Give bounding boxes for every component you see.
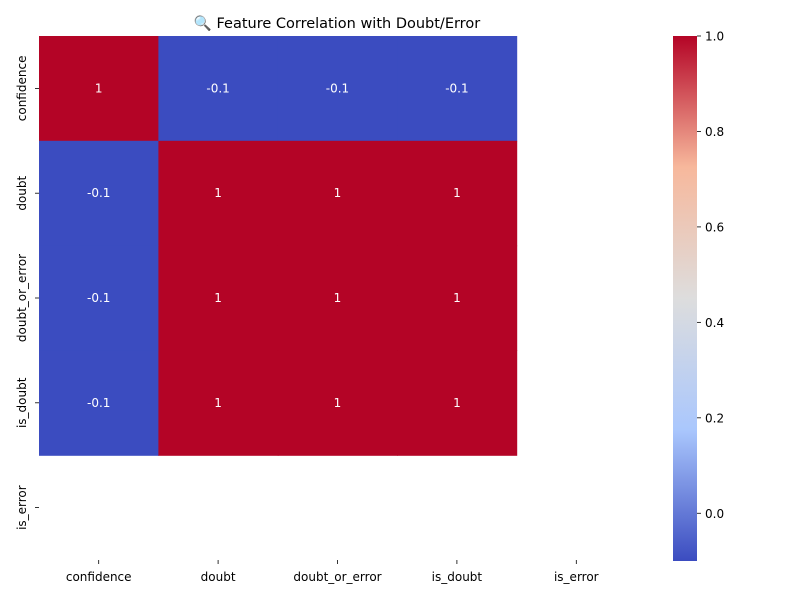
y-axis: confidence doubt doubt_or_error is_doubt is_… bbox=[15, 56, 39, 530]
y-tick-label-is_doubt: is_doubt bbox=[15, 377, 29, 428]
heatmap-cell-is_doubt-doubt_or_error bbox=[277, 350, 398, 456]
colorbar-tick-label: 0.2 bbox=[705, 411, 724, 425]
y-tick-label-doubt_or_error: doubt_or_error bbox=[15, 254, 29, 342]
heatmap-annotation-doubt-doubt: 1 bbox=[214, 186, 222, 200]
x-tick-label-confidence: confidence bbox=[66, 570, 132, 584]
heatmap-cell-doubt_or_error-is_doubt bbox=[397, 245, 518, 351]
heatmap-annotation-is_doubt-doubt_or_error: 1 bbox=[334, 396, 342, 410]
colorbar: 0.0 0.2 0.4 0.6 0.8 1.0 bbox=[673, 30, 724, 561]
colorbar-tick-label: 1.0 bbox=[705, 30, 724, 44]
heatmap-annotation-confidence-doubt: -0.1 bbox=[206, 81, 229, 95]
heatmap-cell-doubt_or_error-doubt_or_error bbox=[277, 245, 398, 351]
colorbar-tick-label: 0.6 bbox=[705, 220, 724, 234]
heatmap-cells bbox=[39, 36, 518, 456]
heatmap-annotations: 1 -0.1 -0.1 -0.1 -0.1 1 1 1 -0.1 1 1 1 -0.1 1 1 1 bbox=[87, 81, 469, 409]
heatmap-annotation-doubt-is_doubt: 1 bbox=[453, 186, 461, 200]
heatmap-annotation-is_doubt-is_doubt: 1 bbox=[453, 396, 461, 410]
colorbar-ticks: 0.0 0.2 0.4 0.6 0.8 1.0 bbox=[697, 30, 724, 521]
heatmap-annotation-is_doubt-confidence: -0.1 bbox=[87, 396, 110, 410]
heatmap-cell-confidence-is_doubt bbox=[397, 36, 518, 142]
heatmap-annotation-is_doubt-doubt: 1 bbox=[214, 396, 222, 410]
heatmap-cell-confidence-doubt_or_error bbox=[277, 36, 398, 142]
heatmap-cell-doubt_or_error-doubt bbox=[158, 245, 279, 351]
heatmap-annotation-doubt-confidence: -0.1 bbox=[87, 186, 110, 200]
y-tick-label-doubt: doubt bbox=[15, 175, 29, 210]
colorbar-tick-label: 0.4 bbox=[705, 316, 724, 330]
heatmap-annotation-doubt_or_error-doubt: 1 bbox=[214, 291, 222, 305]
heatmap-annotation-doubt_or_error-confidence: -0.1 bbox=[87, 291, 110, 305]
heatmap-cell-doubt-doubt bbox=[158, 140, 279, 247]
x-tick-label-doubt: doubt bbox=[201, 570, 236, 584]
heatmap-annotation-confidence-doubt_or_error: -0.1 bbox=[326, 81, 349, 95]
chart-title: 🔍 Feature Correlation with Doubt/Error bbox=[194, 13, 480, 32]
x-axis: confidence doubt doubt_or_error is_doubt is_… bbox=[66, 560, 599, 584]
colorbar-tick-label: 0.0 bbox=[705, 507, 724, 521]
heatmap-cell-doubt-doubt_or_error bbox=[277, 140, 398, 247]
heatmap-cell-doubt-is_doubt bbox=[397, 140, 518, 247]
heatmap-cell-confidence-doubt bbox=[158, 36, 279, 142]
heatmap-annotation-confidence-is_doubt: -0.1 bbox=[445, 81, 468, 95]
colorbar-gradient bbox=[673, 36, 697, 561]
x-tick-label-is_doubt: is_doubt bbox=[432, 570, 483, 584]
x-tick-label-doubt_or_error: doubt_or_error bbox=[293, 570, 381, 584]
heatmap-annotation-doubt-doubt_or_error: 1 bbox=[334, 186, 342, 200]
heatmap-annotation-doubt_or_error-is_doubt: 1 bbox=[453, 291, 461, 305]
heatmap-cell-confidence-confidence bbox=[39, 36, 159, 142]
heatmap-cell-doubt_or_error-confidence bbox=[39, 245, 159, 351]
heatmap-annotation-confidence-confidence: 1 bbox=[95, 81, 103, 95]
heatmap-cell-is_doubt-is_doubt bbox=[397, 350, 518, 456]
heatmap-cell-doubt-confidence bbox=[39, 140, 159, 247]
y-tick-label-is_error: is_error bbox=[15, 485, 29, 530]
heatmap-cell-is_doubt-confidence bbox=[39, 350, 159, 456]
heatmap-annotation-doubt_or_error-doubt_or_error: 1 bbox=[334, 291, 342, 305]
y-tick-label-confidence: confidence bbox=[15, 56, 29, 122]
x-tick-label-is_error: is_error bbox=[554, 570, 599, 584]
colorbar-tick-label: 0.8 bbox=[705, 125, 724, 139]
heatmap-cell-is_doubt-doubt bbox=[158, 350, 279, 456]
